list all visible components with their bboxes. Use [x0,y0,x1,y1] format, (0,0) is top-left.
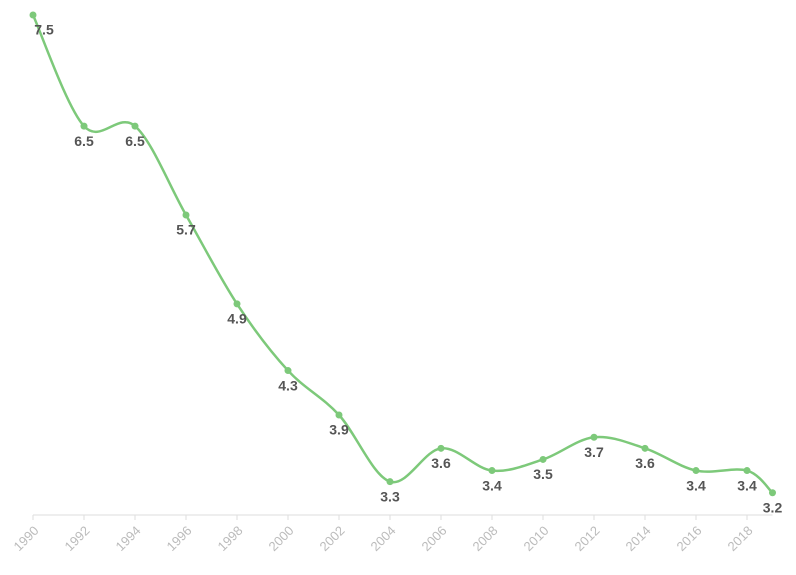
point [335,411,343,419]
point [641,444,649,452]
x-tick-label: 1996 [163,523,194,554]
value-label: 3.3 [380,488,400,504]
x-tick-label: 2016 [673,523,704,554]
point [131,122,139,130]
x-tick-label: 1994 [112,523,143,554]
point [488,467,496,475]
value-label: 3.4 [482,477,502,493]
point [692,467,700,475]
x-tick-label: 2018 [724,523,755,554]
point [386,478,394,486]
point [743,467,751,475]
value-label: 5.7 [176,222,196,238]
x-tick-label: 1992 [61,523,92,554]
line [31,14,774,494]
point [590,433,598,441]
value-label: 6.5 [125,133,145,149]
value-label: 4.9 [227,311,247,327]
value-label: 3.7 [584,444,604,460]
value-label: 3.6 [635,455,655,471]
value-label: 3.2 [763,499,783,515]
x-tick-label: 2010 [520,523,551,554]
x-tick-label: 2006 [418,523,449,554]
value-label: 3.6 [431,455,451,471]
value-label: 7.5 [34,22,54,38]
x-tick-label: 2002 [316,523,347,554]
point [233,300,241,308]
x-tick-label: 2000 [265,523,296,554]
point [437,444,445,452]
point [539,455,547,463]
x-tick-label: 2004 [367,523,398,554]
x-tick-label: 2012 [571,523,602,554]
point [769,489,776,497]
point [182,211,190,219]
value-label: 3.5 [533,466,553,482]
value-label: 3.4 [686,477,706,493]
x-tick-label: 2008 [469,523,500,554]
value-label: 3.9 [329,422,349,438]
value-label: 6.5 [74,133,94,149]
value-label: 4.3 [278,377,298,393]
x-tick-label: 2014 [622,523,653,554]
value-label: 3.4 [737,477,757,493]
x-tick-label: 1998 [214,523,245,554]
point [80,122,88,130]
point [284,367,292,375]
x-tick-label: 1990 [10,523,41,554]
point [29,11,37,19]
